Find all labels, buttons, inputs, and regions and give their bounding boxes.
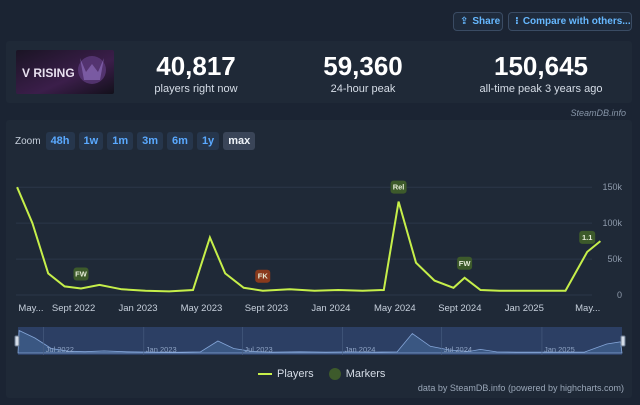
navigator-tick-label: Jan 2024: [345, 345, 376, 354]
navigator-tick-label: Jan 2023: [146, 345, 177, 354]
x-tick-label: May 2023: [181, 303, 223, 314]
current-players-label: players right now: [154, 83, 238, 95]
y-tick-label: 50k: [607, 254, 622, 264]
marker-label: Rel: [393, 183, 405, 192]
legend-markers-label: Markers: [345, 368, 386, 380]
alltime-peak-label: all-time peak 3 years ago: [479, 83, 603, 95]
legend-markers[interactable]: Markers: [328, 367, 386, 381]
alltime-peak-stat: 150,645 all-time peak 3 years ago: [466, 53, 616, 95]
navigator-handle-left[interactable]: [14, 335, 20, 347]
x-tick-label: Sept 2023: [245, 303, 288, 314]
x-tick-label: May 2024: [374, 303, 416, 314]
navigator-tick-label: Jul 2022: [46, 345, 74, 354]
marker-badge[interactable]: [255, 269, 271, 283]
zoom-controls: Zoom 48h 1w 1m 3m 6m 1y max: [15, 132, 259, 150]
x-tick-label: Jan 2023: [119, 303, 158, 314]
navigator-tick-label: Jul 2024: [444, 345, 472, 354]
y-tick-label: 0: [617, 290, 622, 300]
zoom-button-1y[interactable]: 1y: [196, 132, 220, 150]
alltime-peak-value: 150,645: [494, 51, 588, 81]
chart-panel: Zoom 48h 1w 1m 3m 6m 1y max 150k 100k 50k 0 May..…: [6, 120, 632, 398]
player-count-chart[interactable]: 150k 100k 50k 0 May... Sept 2022 Jan 2023 May …: [6, 120, 632, 360]
compare-icon: ⁝: [515, 16, 519, 27]
x-tick-label: Sept 2024: [438, 303, 481, 314]
zoom-button-1m[interactable]: 1m: [107, 132, 134, 150]
zoom-button-3m[interactable]: 3m: [137, 132, 164, 150]
game-logo-text: V RISING: [22, 66, 75, 80]
legend-players-label: Players: [277, 368, 314, 380]
chart-credits[interactable]: data by SteamDB.info (powered by highcha…: [417, 383, 624, 393]
marker-badge[interactable]: [457, 256, 473, 270]
zoom-button-6m[interactable]: 6m: [167, 132, 193, 150]
marker-badge[interactable]: [579, 230, 596, 244]
top-bar: ⇪ Share ⁝ Compare with others...: [0, 0, 640, 34]
peak-24h-stat: 59,360 24-hour peak: [303, 53, 423, 95]
current-players-stat: 40,817 players right now: [136, 53, 256, 95]
marker-badge[interactable]: [390, 180, 407, 194]
compare-button[interactable]: ⁝ Compare with others...: [508, 12, 632, 31]
legend-players[interactable]: Players: [258, 368, 314, 380]
navigator-tick-label: Jan 2025: [544, 345, 575, 354]
share-label: Share: [472, 16, 501, 27]
y-tick-label: 150k: [602, 182, 622, 192]
marker-label: 1.1: [582, 233, 592, 242]
x-tick-label: May...: [575, 303, 600, 314]
y-tick-label: 100k: [602, 218, 622, 228]
compare-label: Compare with others...: [522, 16, 631, 27]
x-tick-label: Sept 2022: [52, 303, 95, 314]
zoom-button-48h[interactable]: 48h: [45, 132, 75, 150]
steamdb-source-tag: SteamDB.info: [570, 108, 626, 118]
marker-badge[interactable]: [73, 267, 89, 281]
marker-label: FW: [459, 259, 472, 268]
peak-24h-label: 24-hour peak: [330, 83, 396, 95]
stats-panel: V RISING 40,817 players right now 59,360…: [6, 41, 632, 118]
current-players-value: 40,817: [156, 51, 236, 81]
x-tick-label: May...: [18, 303, 43, 314]
navigator-handle-right[interactable]: [620, 335, 626, 347]
navigator-series: [17, 329, 623, 354]
x-tick-label: Jan 2024: [311, 303, 350, 314]
x-tick-label: Jan 2025: [505, 303, 544, 314]
marker-label: FW: [75, 270, 88, 279]
peak-24h-value: 59,360: [323, 51, 403, 81]
share-icon: ⇪: [460, 16, 469, 27]
zoom-button-max[interactable]: max: [223, 132, 256, 150]
players-line: [16, 186, 602, 293]
navigator-tick-label: Jul 2023: [244, 345, 272, 354]
navigator-window[interactable]: [18, 327, 622, 355]
zoom-button-1w[interactable]: 1w: [78, 132, 104, 150]
share-button[interactable]: ⇪ Share: [453, 12, 503, 31]
navigator[interactable]: Jul 2022 Jan 2023 Jul 2023 Jan 2024 Jul 2024…: [14, 327, 626, 355]
chart-legend: Players Markers: [258, 367, 399, 381]
zoom-label: Zoom: [15, 135, 41, 147]
marker-label: FK: [258, 272, 269, 281]
game-capsule-image[interactable]: V RISING: [16, 50, 114, 94]
